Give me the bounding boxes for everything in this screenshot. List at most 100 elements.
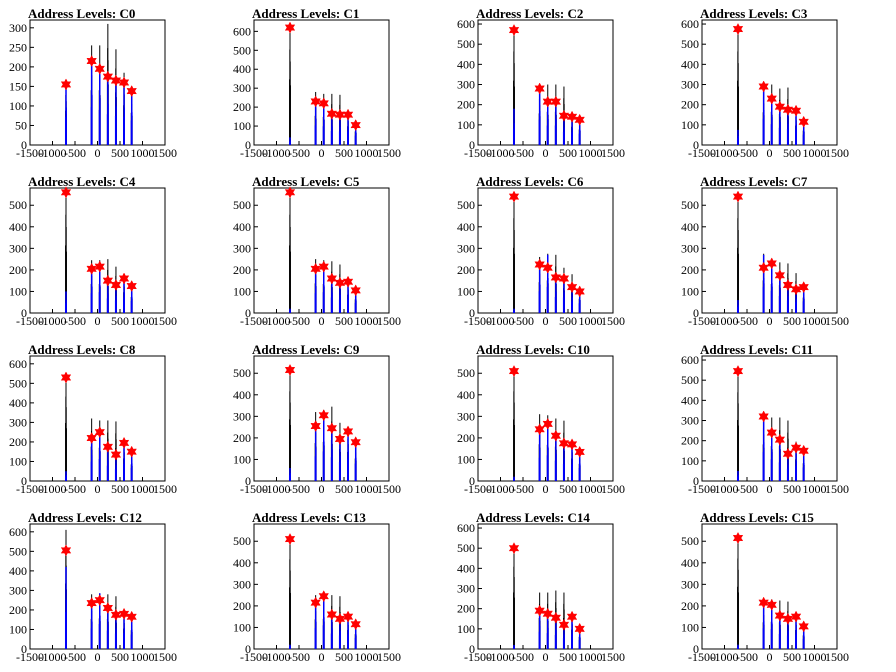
x-tick-label: 1000 bbox=[803, 650, 827, 664]
plot-frame bbox=[253, 355, 390, 482]
y-tick-label: 100 bbox=[233, 119, 251, 133]
y-tick-label: 200 bbox=[681, 98, 699, 112]
plot-frame bbox=[253, 19, 390, 146]
x-tick-label: 0 bbox=[319, 146, 325, 160]
peak-marker bbox=[326, 272, 338, 285]
x-tick-label: 1000 bbox=[131, 314, 155, 328]
panel-title: Address Levels: C5 bbox=[252, 174, 360, 189]
y-tick-label: 500 bbox=[457, 37, 475, 51]
x-tick-label: -1000 bbox=[263, 314, 291, 328]
y-tick-label: 500 bbox=[457, 541, 475, 555]
x-tick-label: -1500 bbox=[464, 314, 492, 328]
peak-marker bbox=[758, 80, 769, 93]
x-tick-label: 1000 bbox=[131, 650, 155, 664]
y-tick-label: 100 bbox=[233, 284, 251, 298]
x-tick-label: -500 bbox=[288, 314, 310, 328]
y-tick-label: 400 bbox=[9, 220, 27, 234]
peak-marker bbox=[110, 74, 122, 87]
panel-title: Address Levels: C1 bbox=[252, 6, 359, 21]
y-tick-label: 0 bbox=[693, 642, 699, 656]
y-tick-label: 100 bbox=[457, 622, 475, 636]
y-tick-label: 500 bbox=[457, 366, 475, 380]
peak-marker bbox=[798, 281, 809, 294]
peak-marker bbox=[284, 363, 296, 377]
peak-marker bbox=[542, 607, 553, 620]
peak-marker bbox=[102, 274, 114, 287]
y-tick-label: 400 bbox=[457, 220, 475, 234]
x-tick-label: -500 bbox=[512, 314, 534, 328]
peak-marker bbox=[342, 108, 354, 121]
peak-marker bbox=[118, 607, 130, 620]
y-tick-label: 0 bbox=[245, 138, 251, 152]
y-tick-label: 0 bbox=[469, 474, 475, 488]
peak-marker bbox=[766, 598, 777, 611]
x-tick-label: -500 bbox=[736, 482, 758, 496]
histogram-panel-c7: Address Levels: C70100200300400500-1500-… bbox=[681, 174, 849, 328]
panel-title: Address Levels: C15 bbox=[700, 510, 814, 525]
x-tick-label: -1000 bbox=[487, 146, 515, 160]
plot-frame bbox=[477, 355, 614, 482]
x-tick-label: -500 bbox=[64, 650, 86, 664]
x-tick-label: 500 bbox=[783, 482, 801, 496]
peak-marker bbox=[758, 596, 769, 609]
peak-marker bbox=[110, 278, 122, 292]
y-tick-label: 100 bbox=[233, 620, 251, 634]
y-tick-label: 100 bbox=[681, 454, 699, 468]
x-tick-label: 500 bbox=[335, 314, 353, 328]
y-tick-label: 100 bbox=[9, 454, 27, 468]
y-tick-label: 400 bbox=[233, 388, 251, 402]
peak-marker bbox=[350, 618, 361, 631]
peak-marker bbox=[326, 608, 338, 621]
y-tick-label: 200 bbox=[9, 60, 27, 74]
y-tick-label: 600 bbox=[9, 357, 27, 371]
peak-marker bbox=[542, 261, 553, 274]
x-tick-label: -1500 bbox=[688, 314, 716, 328]
histogram-panel-c3: Address Levels: C3 0 100 200 300 400 500 600 -15… bbox=[681, 6, 849, 160]
x-tick-label: -500 bbox=[736, 314, 758, 328]
y-tick-label: 200 bbox=[681, 263, 699, 277]
x-tick-label: 1000 bbox=[803, 146, 827, 160]
peak-marker bbox=[94, 594, 105, 607]
y-tick-label: 400 bbox=[681, 393, 699, 407]
y-tick-label: 400 bbox=[457, 561, 475, 575]
y-tick-label: 0 bbox=[21, 138, 27, 152]
y-tick-label: 0 bbox=[245, 642, 251, 656]
x-tick-label: -1500 bbox=[16, 650, 44, 664]
x-tick-label: 1500 bbox=[825, 146, 849, 160]
y-tick-label: 0 bbox=[21, 474, 27, 488]
peak-marker bbox=[508, 542, 520, 555]
x-tick-label: 0 bbox=[767, 482, 773, 496]
x-tick-label: 500 bbox=[559, 314, 577, 328]
y-tick-label: 400 bbox=[9, 564, 27, 578]
plot-frame bbox=[701, 19, 838, 146]
histogram-panel-c6: Address Levels: C60100200300400500-1500-… bbox=[457, 174, 625, 328]
y-tick-label: 300 bbox=[681, 241, 699, 255]
x-tick-label: -500 bbox=[512, 482, 534, 496]
y-tick-label: 200 bbox=[457, 98, 475, 112]
x-tick-label: -1500 bbox=[688, 650, 716, 664]
plot-frame bbox=[29, 355, 166, 482]
y-tick-label: 300 bbox=[233, 81, 251, 95]
y-tick-label: 200 bbox=[681, 599, 699, 613]
x-tick-label: -1000 bbox=[711, 314, 739, 328]
x-tick-label: 0 bbox=[543, 650, 549, 664]
peak-marker bbox=[318, 590, 329, 603]
peak-marker bbox=[574, 445, 585, 458]
x-tick-label: -1000 bbox=[263, 482, 291, 496]
x-tick-label: -1000 bbox=[487, 314, 515, 328]
peak-marker bbox=[574, 113, 585, 126]
x-tick-label: 1500 bbox=[825, 482, 849, 496]
x-tick-label: -1500 bbox=[464, 650, 492, 664]
x-tick-label: 1000 bbox=[579, 314, 603, 328]
y-tick-label: 300 bbox=[9, 583, 27, 597]
panel-title: Address Levels: C13 bbox=[252, 510, 366, 525]
peak-marker bbox=[342, 275, 354, 288]
peak-marker bbox=[798, 620, 809, 633]
x-tick-label: -1000 bbox=[39, 482, 67, 496]
y-tick-label: 300 bbox=[9, 241, 27, 255]
histogram-panel-c1: Address Levels: C1 0 100 200 300 400 500 600 -15… bbox=[233, 6, 401, 160]
y-tick-label: 400 bbox=[681, 556, 699, 570]
y-tick-label: 250 bbox=[9, 40, 27, 54]
x-tick-label: 0 bbox=[319, 314, 325, 328]
x-tick-label: 1500 bbox=[377, 482, 401, 496]
